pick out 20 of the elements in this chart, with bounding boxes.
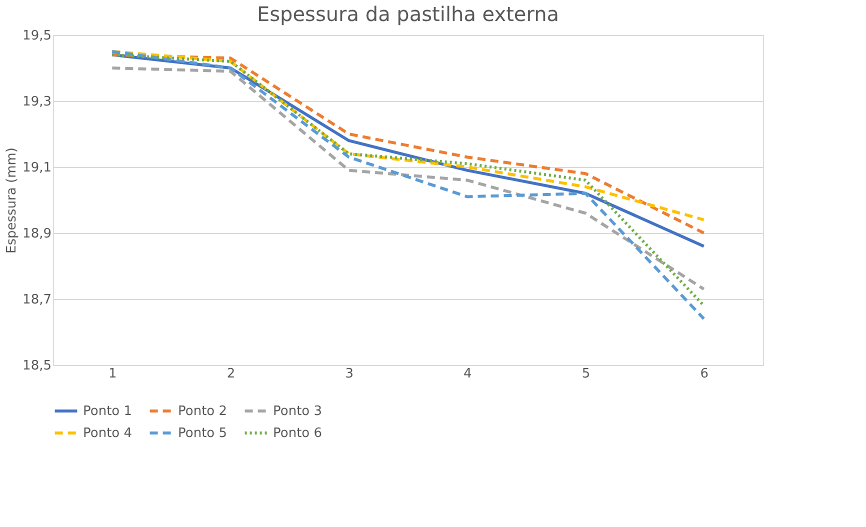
y-tick-label: 19,5 <box>22 28 52 44</box>
y-axis-title: Espessura (mm) <box>4 148 20 254</box>
y-tick-label: 19,3 <box>22 94 52 110</box>
legend-label: Ponto 5 <box>178 426 228 441</box>
y-tick-label: 18,7 <box>22 292 52 308</box>
x-tick-label: 5 <box>582 366 590 382</box>
x-tick-label: 3 <box>345 366 354 382</box>
x-tick-label: 6 <box>700 366 708 382</box>
y-tick-label: 18,5 <box>22 358 52 374</box>
y-tick-label: 18,9 <box>22 226 52 242</box>
legend-label: Ponto 2 <box>178 404 228 419</box>
x-tick-label: 1 <box>108 366 117 382</box>
legend-label: Ponto 3 <box>273 404 322 419</box>
legend-label: Ponto 1 <box>83 404 132 419</box>
legend-label: Ponto 4 <box>83 426 132 441</box>
y-tick-label: 19,1 <box>22 160 52 176</box>
chart-title: Espessura da pastilha externa <box>256 2 560 26</box>
x-tick-label: 2 <box>226 366 236 382</box>
x-tick-label: 4 <box>464 366 472 382</box>
legend-label: Ponto 6 <box>273 426 322 441</box>
